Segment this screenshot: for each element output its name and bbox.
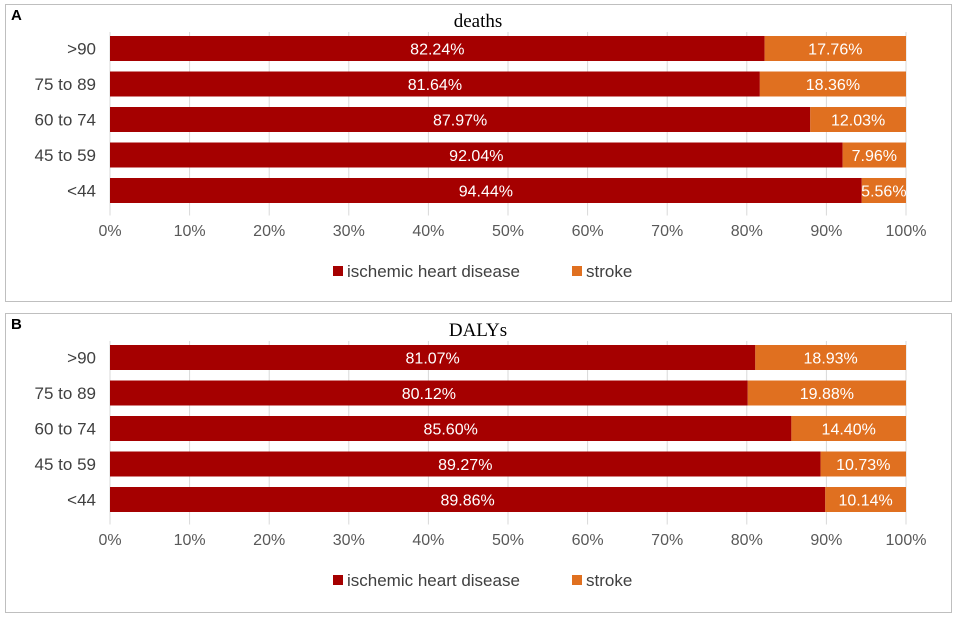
bar-stroke <box>861 178 906 203</box>
legend-swatch-stroke <box>572 266 582 276</box>
x-tick-label: 90% <box>810 223 842 240</box>
y-category-label: 60 to 74 <box>35 111 96 130</box>
x-tick-label: 60% <box>572 532 604 549</box>
bar-stroke <box>747 380 906 406</box>
y-category-label: 45 to 59 <box>35 146 96 165</box>
x-tick-label: 60% <box>572 223 604 240</box>
x-tick-label: 0% <box>98 223 121 240</box>
data-label: 14.40% <box>822 422 876 439</box>
data-label: 82.24% <box>410 42 464 59</box>
x-tick-label: 40% <box>412 223 444 240</box>
bar-ischemic-heart-disease <box>110 487 826 512</box>
x-tick-label: 30% <box>333 532 365 549</box>
data-label: 19.88% <box>800 386 854 403</box>
bar-ischemic-heart-disease <box>110 178 862 203</box>
data-label: 89.86% <box>441 493 495 510</box>
data-label: 17.76% <box>808 42 862 59</box>
legend-swatch-stroke <box>572 575 582 585</box>
deaths-chart: deaths 0% 10% 20% 30% 40% 50% 60% 70% 80% 90% 100% >… <box>35 11 927 281</box>
legend-label: ischemic heart disease <box>347 571 520 590</box>
panel-letter: B <box>11 316 22 333</box>
data-label: 94.44% <box>459 184 513 201</box>
y-category-label: 60 to 74 <box>35 420 96 439</box>
bar-ischemic-heart-disease <box>110 380 748 406</box>
bar-ischemic-heart-disease <box>110 71 760 97</box>
data-label: 80.12% <box>402 386 456 403</box>
bar-stroke <box>825 487 906 512</box>
bar-ischemic-heart-disease <box>110 345 756 370</box>
x-tick-label: 50% <box>492 532 524 549</box>
legend-label: stroke <box>586 262 632 281</box>
x-tick-label: 100% <box>886 532 927 549</box>
x-tick-label: 20% <box>253 532 285 549</box>
data-label: 18.93% <box>804 351 858 368</box>
data-label: 10.14% <box>839 493 893 510</box>
y-category-label: 75 to 89 <box>35 75 96 94</box>
x-tick-label: 70% <box>651 532 683 549</box>
bar-stroke <box>791 416 906 441</box>
data-label: 10.73% <box>836 457 890 474</box>
x-tick-label: 70% <box>651 223 683 240</box>
data-label: 12.03% <box>831 113 885 130</box>
bar-stroke <box>755 345 906 370</box>
x-tick-label: 50% <box>492 223 524 240</box>
bar-stroke <box>810 107 906 132</box>
x-tick-label: 80% <box>731 223 763 240</box>
chart-title: DALYs <box>449 320 507 341</box>
y-category-label: <44 <box>67 182 96 201</box>
x-tick-label: 10% <box>174 532 206 549</box>
x-tick-label: 100% <box>886 223 927 240</box>
bar-ischemic-heart-disease <box>110 416 792 441</box>
y-category-label: 75 to 89 <box>35 384 96 403</box>
bar-ischemic-heart-disease <box>110 451 821 477</box>
x-tick-label: 40% <box>412 532 444 549</box>
x-tick-label: 90% <box>810 532 842 549</box>
x-tick-label: 80% <box>731 532 763 549</box>
bar-ischemic-heart-disease <box>110 142 843 168</box>
legend-label: stroke <box>586 571 632 590</box>
data-label: 92.04% <box>449 148 503 165</box>
data-label: 18.36% <box>806 77 860 94</box>
bar-stroke <box>764 36 906 61</box>
data-label: 5.56% <box>861 184 906 201</box>
data-label: 81.07% <box>406 351 460 368</box>
panel-deaths: A deaths 0% 10% 20% 30% 40% 50% 60% 70% 80% 90% 100… <box>5 4 952 302</box>
panel-letter: A <box>11 7 22 24</box>
legend-label: ischemic heart disease <box>347 262 520 281</box>
bar-stroke <box>759 71 906 97</box>
x-tick-label: 30% <box>333 223 365 240</box>
bar-ischemic-heart-disease <box>110 107 811 132</box>
y-category-label: >90 <box>67 40 96 59</box>
data-label: 85.60% <box>424 422 478 439</box>
bar-stroke <box>820 451 906 477</box>
chart-title: deaths <box>454 11 503 32</box>
legend-swatch-ischemic-heart-disease <box>333 266 343 276</box>
x-tick-label: 10% <box>174 223 206 240</box>
y-category-label: <44 <box>67 491 96 510</box>
panel-dalys: B DALYs 0% 10% 20% 30% 40% 50% 60% 70% 80% 90% 100%… <box>5 313 952 613</box>
bar-ischemic-heart-disease <box>110 36 765 61</box>
dalys-chart: DALYs 0% 10% 20% 30% 40% 50% 60% 70% 80% 90% 100% >9… <box>35 320 927 590</box>
x-tick-label: 0% <box>98 532 121 549</box>
data-label: 87.97% <box>433 113 487 130</box>
data-label: 89.27% <box>438 457 492 474</box>
bar-stroke <box>842 142 906 168</box>
legend-swatch-ischemic-heart-disease <box>333 575 343 585</box>
x-tick-label: 20% <box>253 223 285 240</box>
y-category-label: 45 to 59 <box>35 455 96 474</box>
data-label: 7.96% <box>852 148 897 165</box>
data-label: 81.64% <box>408 77 462 94</box>
y-category-label: >90 <box>67 349 96 368</box>
